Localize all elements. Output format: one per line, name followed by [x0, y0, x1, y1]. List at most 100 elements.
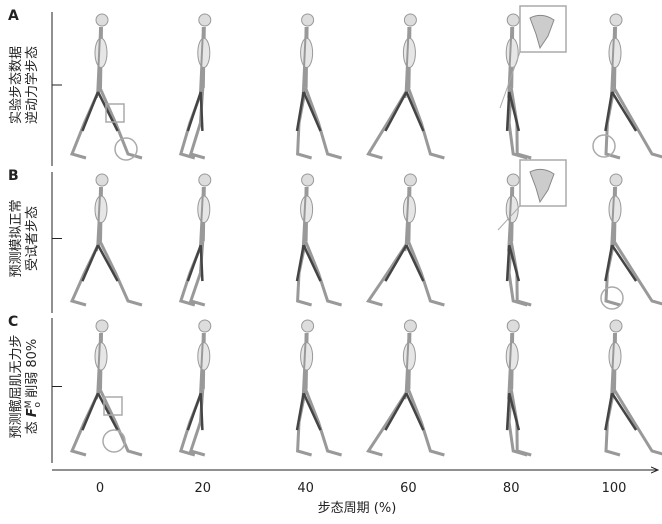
leg	[100, 88, 142, 158]
skull	[302, 14, 314, 26]
skeleton	[605, 320, 662, 455]
row-label: 逆动力学步态	[24, 46, 40, 124]
row-label: 态 FMo 削弱 80%	[24, 339, 43, 434]
panel-label: A	[8, 8, 19, 24]
leg	[511, 241, 531, 305]
leg	[100, 241, 142, 305]
leg	[408, 88, 444, 158]
ribcage	[198, 196, 210, 223]
muscle	[612, 393, 636, 430]
skeleton	[72, 174, 142, 305]
skeleton	[605, 14, 662, 158]
row-label: 实验步态数据	[8, 46, 24, 124]
leg	[511, 88, 531, 158]
row-label: 受试者步态	[25, 206, 40, 271]
muscle	[406, 245, 423, 281]
muscle	[98, 92, 118, 131]
skeleton	[368, 14, 444, 158]
ribcage	[506, 343, 518, 370]
skull	[507, 320, 519, 332]
skeleton	[72, 320, 142, 455]
skeleton	[297, 320, 342, 455]
highlight	[103, 430, 125, 452]
skull	[610, 320, 622, 332]
skull	[404, 174, 416, 186]
ribcage	[95, 196, 107, 223]
x-tick-label: 40	[297, 481, 314, 496]
ribcage	[301, 343, 313, 370]
skull	[404, 14, 416, 26]
panel-label: C	[8, 314, 18, 330]
x-tick-label: 0	[96, 481, 104, 496]
ribcage	[403, 343, 415, 370]
muscle	[612, 92, 636, 131]
panel-label: B	[8, 168, 19, 184]
muscle	[201, 92, 203, 131]
skull	[199, 14, 211, 26]
x-axis-label: 步态周期 (%)	[318, 501, 397, 516]
skeleton	[181, 320, 211, 455]
muscle	[406, 92, 423, 131]
x-tick-label: 80	[503, 481, 520, 496]
muscle	[98, 245, 118, 281]
row-label: 预测髋屈肌无力步	[8, 334, 24, 438]
leg	[511, 389, 531, 455]
muscle	[304, 92, 321, 131]
leg	[306, 241, 342, 305]
skeleton	[72, 14, 142, 158]
leg	[408, 389, 444, 455]
leg	[306, 88, 342, 158]
skull	[199, 174, 211, 186]
skull	[199, 320, 211, 332]
skeleton	[368, 320, 444, 455]
ribcage	[609, 343, 621, 370]
row-label-part: F	[25, 408, 40, 417]
skull	[404, 320, 416, 332]
muscle	[98, 393, 118, 430]
x-tick-label: 20	[195, 481, 212, 496]
muscle	[201, 245, 203, 281]
skull	[610, 174, 622, 186]
ribcage	[198, 38, 210, 67]
ribcage	[301, 196, 313, 223]
skull	[96, 14, 108, 26]
leg	[306, 389, 342, 455]
muscle	[82, 92, 98, 131]
leg	[408, 241, 444, 305]
muscle	[201, 393, 203, 430]
highlight	[601, 287, 623, 309]
skeleton	[181, 14, 211, 158]
skeleton	[297, 174, 342, 305]
skull	[302, 320, 314, 332]
ribcage	[609, 38, 621, 67]
leg	[606, 88, 620, 158]
muscle	[385, 393, 406, 430]
skull	[96, 320, 108, 332]
ribcage	[95, 38, 107, 67]
muscle	[82, 245, 98, 281]
leg	[614, 241, 662, 305]
x-tick-label: 60	[400, 481, 417, 496]
highlight	[593, 135, 615, 157]
skeleton	[605, 174, 662, 305]
skull	[302, 174, 314, 186]
skeleton	[506, 320, 531, 455]
figure: 步态周期 (%) 0 20 40 60 80 100 A 实验步态数据逆动力学步态 B 预测模拟正…	[0, 0, 662, 520]
row-label-part: 削弱 80%	[25, 339, 40, 402]
ribcage	[609, 196, 621, 223]
muscle	[304, 393, 321, 430]
ribcage	[301, 38, 313, 67]
skull	[610, 14, 622, 26]
x-tick-label: 100	[602, 481, 627, 496]
muscle	[612, 245, 636, 281]
leg	[614, 88, 662, 158]
skeleton	[368, 174, 444, 305]
ribcage	[403, 196, 415, 223]
row-label: 预测模拟正常	[9, 199, 24, 277]
ribcage	[198, 343, 210, 370]
ribcage	[403, 38, 415, 67]
skull	[96, 174, 108, 186]
muscle	[406, 393, 423, 430]
muscle	[385, 245, 406, 281]
skull	[507, 14, 519, 26]
